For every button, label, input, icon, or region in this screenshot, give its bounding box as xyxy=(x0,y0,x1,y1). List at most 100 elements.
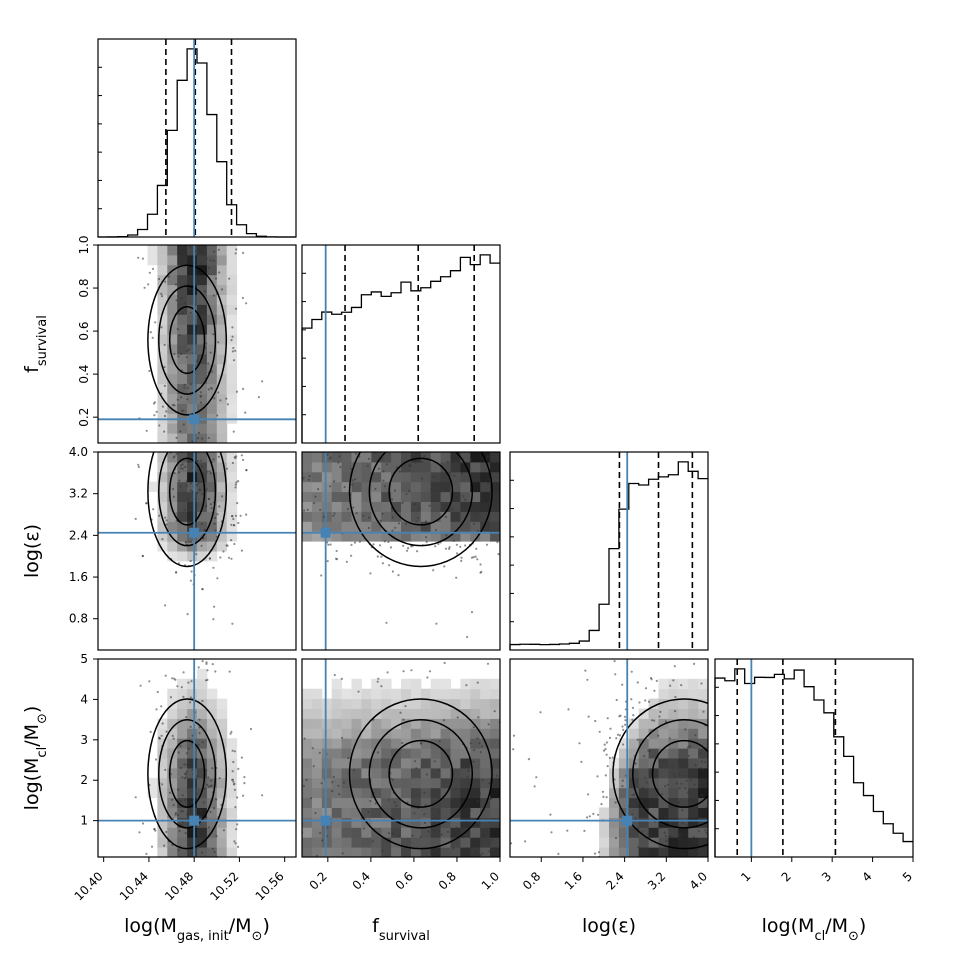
y-tick-label-1-2: 0.6 xyxy=(77,322,91,341)
truth-marker-2-3 xyxy=(622,815,633,826)
x-tick-label-3-2: 3 xyxy=(819,869,834,884)
y-axis-2: 0.8 1.6 2.4 3.2 4.0 log(ε) xyxy=(21,445,98,626)
panel-frame-1-2 xyxy=(301,451,501,651)
x-tick-label-1-3: 0.8 xyxy=(436,869,459,892)
y-tick-label-3-3: 4 xyxy=(80,692,88,706)
contour-2-3-1 xyxy=(632,719,708,829)
histogram-step-1 xyxy=(301,254,500,443)
density-panel-0-2 xyxy=(97,451,297,651)
panel-frame-0-2 xyxy=(97,451,297,651)
truth-marker-0-2 xyxy=(189,527,200,538)
histogram-step-0 xyxy=(97,48,296,238)
x-axis-label-1: fsurvival xyxy=(372,915,430,944)
histogram-step-3 xyxy=(714,668,913,857)
contour-1-2-1 xyxy=(368,452,474,547)
y-tick-label-3-0: 1 xyxy=(80,814,88,828)
panel-frame-2-2 xyxy=(509,451,709,651)
x-tick-label-0-3: 10.52 xyxy=(207,869,241,903)
y-tick-label-3-4: 5 xyxy=(80,652,88,666)
contour-0-1-2 xyxy=(168,306,206,375)
y-tick-label-1-0: 0.2 xyxy=(77,408,91,427)
x-tick-label-0-0: 10.40 xyxy=(72,869,106,903)
density-panel-1-2 xyxy=(301,451,501,651)
y-axis-label-3: log(Mcl/M⊙) xyxy=(21,706,50,811)
y-axis-label-1: fsurvival xyxy=(21,315,50,373)
histogram-step-2 xyxy=(509,461,708,650)
truth-marker-1-2 xyxy=(320,527,331,538)
x-tick-label-1-2: 0.6 xyxy=(393,869,416,892)
contour-1-3-0 xyxy=(348,698,493,850)
x-tick-label-2-2: 2.4 xyxy=(603,869,626,892)
x-tick-label-2-1: 1.6 xyxy=(562,869,585,892)
x-tick-label-0-2: 10.48 xyxy=(162,869,196,903)
density-panel-1-3 xyxy=(301,658,501,858)
scatter-points-0-1 xyxy=(137,245,264,443)
x-tick-label-1-0: 0.2 xyxy=(307,869,330,892)
x-tick-label-0-4: 10.56 xyxy=(253,869,287,903)
histogram-panel-1 xyxy=(301,244,501,444)
histogram-panel-3 xyxy=(714,658,914,858)
y-tick-label-2-0: 0.8 xyxy=(69,612,88,626)
x-axis-label-0: log(Mgas, init/M⊙) xyxy=(124,915,270,944)
truth-marker-0-1 xyxy=(189,414,200,425)
y-tick-label-2-2: 2.4 xyxy=(69,528,88,542)
panel-frame-1-3 xyxy=(301,658,501,858)
x-tick-label-3-3: 4 xyxy=(859,869,874,884)
y-tick-label-3-1: 2 xyxy=(80,773,88,787)
density-panel-2-3 xyxy=(509,658,709,858)
x-tick-label-1-4: 1.0 xyxy=(479,869,502,892)
panel-frame-1-1 xyxy=(301,244,501,444)
panel-frame-0-1 xyxy=(97,244,297,444)
panel-frame-0-3 xyxy=(97,658,297,858)
x-tick-label-2-0: 0.8 xyxy=(520,869,543,892)
x-axis-label-2: log(ε) xyxy=(582,915,636,937)
density-panel-0-3 xyxy=(97,658,297,858)
y-tick-label-2-1: 1.6 xyxy=(69,570,88,584)
histogram-panel-2 xyxy=(509,451,709,651)
contour-0-3-1 xyxy=(158,719,217,829)
panel-frame-0-0 xyxy=(97,38,297,238)
contour-1-2-0 xyxy=(348,452,493,568)
y-axis-3: 1 2 3 4 5 log(Mcl/M⊙) xyxy=(21,652,98,828)
contour-0-2-1 xyxy=(158,452,217,547)
contour-1-3-2 xyxy=(388,739,454,808)
contour-0-2-0 xyxy=(147,452,228,568)
x-axis-label-3: log(Mcl/M⊙) xyxy=(762,915,867,944)
histogram-panel-0 xyxy=(97,38,297,238)
y-tick-label-2-3: 3.2 xyxy=(69,487,88,501)
contour-0-3-0 xyxy=(147,698,228,850)
x-tick-label-2-3: 3.2 xyxy=(645,869,668,892)
x-tick-label-2-4: 4.0 xyxy=(687,869,710,892)
y-axis-label-2: log(ε) xyxy=(21,524,43,578)
x-tick-label-3-4: 5 xyxy=(900,869,915,884)
scatter-points-1-3 xyxy=(302,661,500,857)
truth-marker-1-3 xyxy=(320,815,331,826)
density-panel-0-1 xyxy=(97,244,297,444)
contour-2-3-2 xyxy=(651,739,708,808)
y-tick-label-1-3: 0.8 xyxy=(77,278,91,297)
contour-1-3-1 xyxy=(368,719,474,829)
contour-0-3-2 xyxy=(168,739,206,808)
y-tick-label-1-4: 1.0 xyxy=(77,235,91,254)
x-axis-0: 10.40 10.44 10.48 10.52 10.56 log(Mgas, init/… xyxy=(72,857,287,944)
y-tick-label-2-4: 4.0 xyxy=(69,445,88,459)
truth-marker-0-3 xyxy=(189,815,200,826)
scatter-points-1-2 xyxy=(302,452,500,639)
panel-frame-3-3 xyxy=(714,658,914,858)
y-tick-label-1-1: 0.4 xyxy=(77,365,91,384)
contour-0-1-0 xyxy=(147,264,228,416)
x-axis-3: 1 2 3 4 5 log(Mcl/M⊙) xyxy=(738,857,915,944)
y-axis-1: 0.2 0.4 0.6 0.8 1.0 fsurvival xyxy=(21,235,98,427)
contour-0-2-2 xyxy=(168,457,206,526)
y-tick-label-3-2: 3 xyxy=(80,733,88,747)
x-tick-label-3-0: 1 xyxy=(738,869,753,884)
x-axis-2: 0.8 1.6 2.4 3.2 4.0 log(ε) xyxy=(520,857,710,937)
x-axis-1: 0.2 0.4 0.6 0.8 1.0 fsurvival xyxy=(307,857,502,944)
x-tick-label-1-1: 0.4 xyxy=(350,869,373,892)
panel-frame-2-3 xyxy=(509,658,709,858)
contour-2-3-0 xyxy=(612,698,708,850)
x-tick-label-3-1: 2 xyxy=(779,869,794,884)
contour-0-1-1 xyxy=(158,285,217,395)
x-tick-label-0-1: 10.44 xyxy=(117,869,151,903)
